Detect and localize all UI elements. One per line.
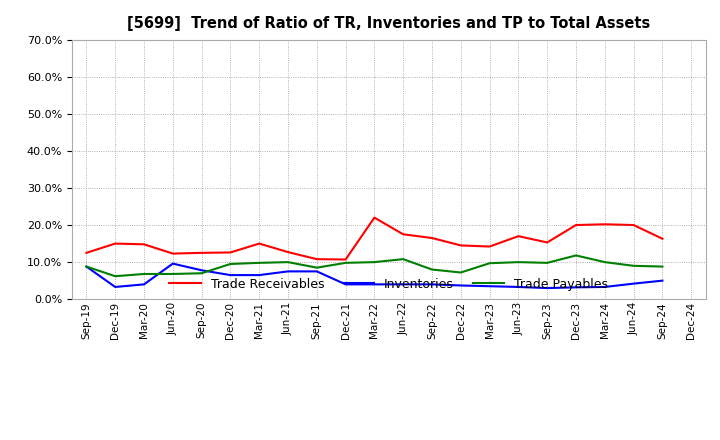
Trade Receivables — [485, 244, 494, 249]
Inventories — [428, 282, 436, 287]
Trade Payables — [82, 264, 91, 269]
Inventories — [168, 261, 177, 266]
Trade Payables — [312, 265, 321, 270]
Trade Payables — [658, 264, 667, 269]
Inventories — [399, 282, 408, 287]
Trade Payables — [485, 260, 494, 266]
Inventories — [312, 269, 321, 274]
Trade Payables — [428, 267, 436, 272]
Inventories — [485, 284, 494, 289]
Trade Receivables — [341, 257, 350, 262]
Trade Receivables — [658, 236, 667, 242]
Inventories — [456, 283, 465, 288]
Trade Receivables — [255, 241, 264, 246]
Trade Receivables — [168, 251, 177, 256]
Trade Payables — [399, 257, 408, 262]
Trade Receivables — [600, 222, 609, 227]
Inventories — [370, 282, 379, 287]
Trade Receivables — [111, 241, 120, 246]
Trade Receivables — [284, 249, 292, 255]
Trade Receivables — [312, 257, 321, 262]
Title: [5699]  Trend of Ratio of TR, Inventories and TP to Total Assets: [5699] Trend of Ratio of TR, Inventories… — [127, 16, 650, 32]
Trade Payables — [514, 260, 523, 265]
Inventories — [284, 269, 292, 274]
Inventories — [226, 272, 235, 278]
Trade Payables — [543, 260, 552, 265]
Trade Receivables — [197, 250, 206, 256]
Line: Trade Receivables: Trade Receivables — [86, 218, 662, 260]
Inventories — [341, 282, 350, 287]
Trade Payables — [111, 274, 120, 279]
Trade Receivables — [226, 250, 235, 255]
Trade Payables — [370, 260, 379, 265]
Trade Receivables — [428, 235, 436, 241]
Inventories — [255, 272, 264, 278]
Trade Receivables — [399, 231, 408, 237]
Trade Payables — [456, 270, 465, 275]
Trade Payables — [255, 260, 264, 265]
Inventories — [572, 285, 580, 290]
Trade Payables — [600, 260, 609, 265]
Trade Payables — [341, 260, 350, 265]
Line: Inventories: Inventories — [86, 264, 662, 288]
Trade Payables — [284, 260, 292, 265]
Inventories — [140, 282, 148, 287]
Inventories — [514, 284, 523, 290]
Trade Receivables — [514, 234, 523, 239]
Trade Payables — [140, 271, 148, 277]
Trade Payables — [197, 271, 206, 276]
Trade Payables — [572, 253, 580, 258]
Inventories — [111, 284, 120, 290]
Inventories — [658, 278, 667, 283]
Trade Receivables — [543, 240, 552, 245]
Inventories — [82, 264, 91, 269]
Legend: Trade Receivables, Inventories, Trade Payables: Trade Receivables, Inventories, Trade Pa… — [164, 272, 613, 296]
Trade Payables — [629, 263, 638, 268]
Trade Receivables — [370, 215, 379, 220]
Trade Receivables — [140, 242, 148, 247]
Inventories — [543, 286, 552, 291]
Inventories — [600, 284, 609, 290]
Line: Trade Payables: Trade Payables — [86, 256, 662, 276]
Trade Receivables — [629, 222, 638, 227]
Trade Receivables — [572, 222, 580, 227]
Trade Payables — [226, 261, 235, 267]
Inventories — [197, 268, 206, 273]
Trade Payables — [168, 271, 177, 277]
Trade Receivables — [82, 250, 91, 256]
Inventories — [629, 281, 638, 286]
Trade Receivables — [456, 243, 465, 248]
